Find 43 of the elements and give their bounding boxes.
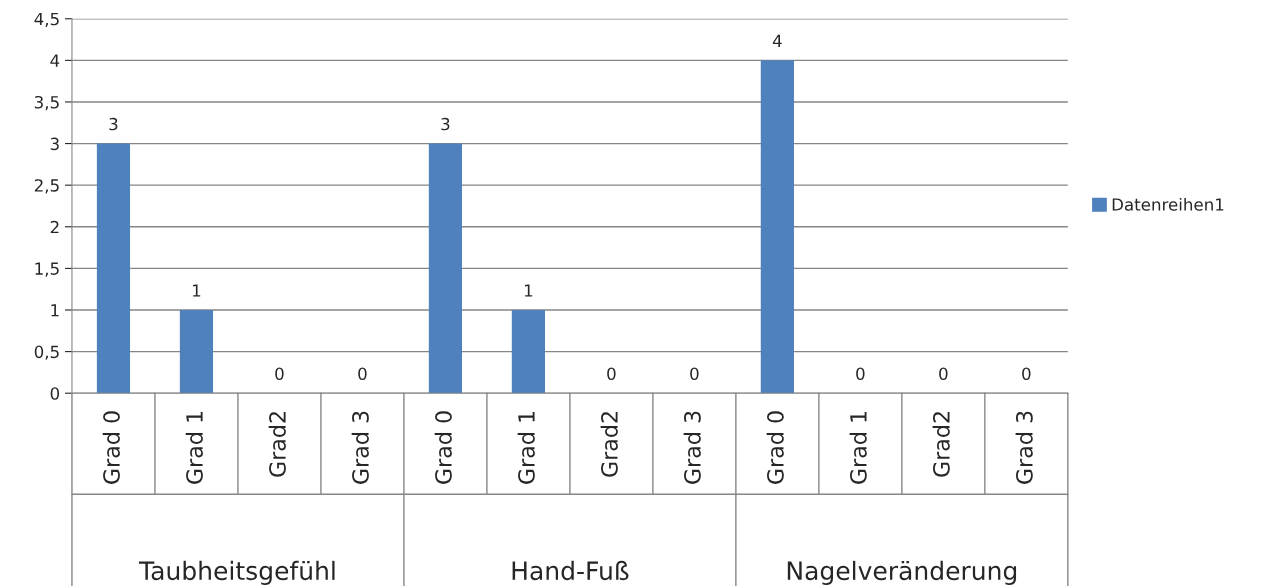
data-label: 0 bbox=[856, 367, 865, 380]
y-tick-label: 0,5 bbox=[34, 345, 59, 360]
y-tick-label: 3 bbox=[50, 137, 59, 151]
x-tick-label: Grad2 bbox=[932, 412, 950, 477]
x-tick-label: Grad 1 bbox=[849, 411, 867, 484]
data-label: 3 bbox=[441, 117, 450, 131]
x-tick-label: Grad 3 bbox=[683, 411, 701, 484]
y-tick-label: 1,5 bbox=[35, 262, 59, 277]
y-tick-label: 4 bbox=[50, 54, 60, 67]
x-tick-label: Grad 3 bbox=[351, 411, 369, 484]
x-tick-label: Grad 1 bbox=[185, 411, 203, 484]
data-label: 0 bbox=[1022, 367, 1031, 380]
x-tick-label: Grad 0 bbox=[766, 411, 784, 484]
data-label: 0 bbox=[690, 367, 699, 380]
y-tick-label: 2,5 bbox=[34, 179, 59, 194]
x-tick-label: Grad 0 bbox=[102, 411, 120, 484]
x-tick-label: Grad 0 bbox=[434, 411, 452, 484]
legend-label: Datenreihen1 bbox=[1112, 197, 1224, 211]
bar bbox=[179, 309, 214, 394]
bar bbox=[96, 143, 131, 394]
text: Hand-Fuß bbox=[512, 560, 629, 581]
data-label: 0 bbox=[358, 367, 367, 380]
x-tick-label: Grad 3 bbox=[1015, 411, 1033, 484]
text: Taubheitsgefühl bbox=[138, 560, 335, 586]
data-label: 4 bbox=[772, 34, 782, 47]
x-tick-label: Grad 1 bbox=[517, 411, 535, 484]
data-label: 0 bbox=[939, 367, 948, 380]
data-label: 0 bbox=[275, 367, 284, 380]
data-label: 3 bbox=[109, 117, 118, 131]
x-tick-label: Grad2 bbox=[600, 412, 618, 477]
bar bbox=[760, 60, 794, 394]
data-label: 1 bbox=[192, 284, 201, 297]
text: Nagelveränderung bbox=[787, 560, 1017, 586]
data-label: 1 bbox=[524, 284, 533, 297]
y-tick-label: 0 bbox=[50, 387, 60, 400]
x-tick-label: Grad2 bbox=[268, 412, 286, 477]
y-tick-label: 4,5 bbox=[34, 12, 59, 28]
bar bbox=[428, 143, 463, 394]
bar bbox=[511, 309, 545, 394]
y-tick-label: 1 bbox=[51, 304, 59, 317]
y-tick-label: 2 bbox=[50, 220, 59, 234]
y-tick-label: 3,5 bbox=[34, 95, 59, 111]
data-label: 0 bbox=[607, 367, 616, 380]
